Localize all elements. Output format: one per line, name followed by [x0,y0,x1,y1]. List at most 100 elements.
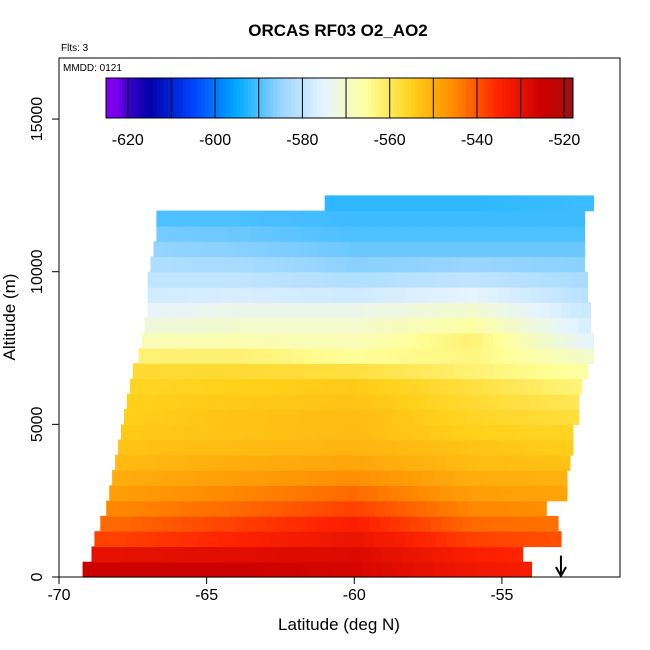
heatmap-cell [315,485,327,502]
colorbar-segment [356,78,361,118]
heatmap-cell [431,424,442,441]
heatmap-cell [172,515,184,532]
heatmap-cell [178,500,190,517]
heatmap-cell [466,225,478,242]
heatmap-cell [577,363,589,380]
heatmap-cell [174,546,186,563]
colorbar-segment [171,78,176,118]
heatmap-cell [115,454,126,471]
heatmap-cell [460,256,472,273]
heatmap-cell [355,348,367,364]
heatmap-cell [338,332,349,349]
heatmap-cell [447,393,459,410]
heatmap-cell [236,363,248,380]
heatmap-cell [290,531,302,548]
heatmap-cell [187,454,199,471]
heatmap-cell [485,561,497,578]
heatmap-cell [342,531,354,548]
heatmap-cell [354,393,366,410]
heatmap-cell [484,470,496,486]
heatmap-cell [562,195,574,212]
heatmap-cell [296,424,308,441]
heatmap-cell [466,531,478,548]
heatmap-cell [166,454,178,471]
heatmap-cell [529,393,541,410]
heatmap-cell [250,287,262,303]
heatmap-cell [314,439,326,456]
heatmap-cell [218,454,230,471]
heatmap-cell [566,363,578,380]
heatmap-cell [377,485,389,502]
heatmap-cell [184,546,196,563]
heatmap-cell [277,363,289,380]
heatmap-cell [419,378,431,395]
heatmap-cell [178,287,190,303]
heatmap-cell [183,332,194,349]
colorbar-segment [273,78,278,118]
heatmap-cell [383,225,395,242]
heatmap-cell [354,500,366,517]
heatmap-cell [222,485,234,502]
heatmap-cell [339,241,351,258]
heatmap-cell [571,393,580,410]
heatmap-cell [168,393,180,410]
heatmap-cell [343,287,355,303]
heatmap-cell [531,195,543,212]
colorbar-segment [407,78,412,118]
heatmap-cell [137,393,149,410]
heatmap-cell [562,439,574,456]
heatmap-cell [258,409,270,425]
heatmap-cell [543,378,555,395]
y-tick-label: 15000 [29,97,46,142]
heatmap-cell [408,378,420,395]
heatmap-cell [453,470,465,486]
heatmap-cell [231,439,243,456]
heatmap-cell [122,546,134,563]
heatmap-cell [522,256,534,273]
heatmap-cell [519,271,531,288]
heatmap-cell [169,439,181,456]
colorbar-segment [484,78,489,118]
heatmap-cell [472,332,484,349]
colorbar-tick-label: -600 [199,132,231,149]
heatmap-cell [357,485,369,502]
heatmap-cell [129,378,141,395]
heatmap-cell [525,363,537,380]
heatmap-cell [149,348,160,364]
heatmap-cell [162,515,174,532]
heatmap-cell [401,241,413,258]
heatmap-cell [184,241,196,258]
colorbar-segment [349,78,354,118]
colorbar-segment [396,78,402,118]
heatmap-cell [332,531,343,548]
colorbar-segment [233,78,238,118]
heatmap-cell [473,363,485,380]
heatmap-cell [364,271,376,288]
heatmap-cell [160,485,172,502]
heatmap-cell [367,485,379,502]
heatmap-cell [571,271,583,288]
heatmap-cell [106,500,118,517]
heatmap-cell [162,332,174,349]
heatmap-cell [308,546,320,563]
heatmap-cell [413,317,425,334]
heatmap-cell [436,271,448,288]
heatmap-cell [577,241,586,258]
heatmap-cell [484,546,496,563]
heatmap-cell [199,271,211,288]
heatmap-cell [432,363,444,380]
colorbar-segment [458,78,463,118]
heatmap-cell [228,531,240,548]
heatmap-cell [581,287,589,303]
colorbar-segment [291,78,296,118]
heatmap-cell [197,210,209,227]
colorbar-segment [531,78,536,118]
heatmap-cell [180,348,191,364]
heatmap-cell [491,485,503,502]
heatmap-cell [205,470,217,486]
heatmap-cell [535,363,547,380]
heatmap-cell [103,561,115,578]
heatmap-cell [397,348,408,364]
heatmap-cell [129,485,141,502]
colorbar-segment [346,78,351,118]
